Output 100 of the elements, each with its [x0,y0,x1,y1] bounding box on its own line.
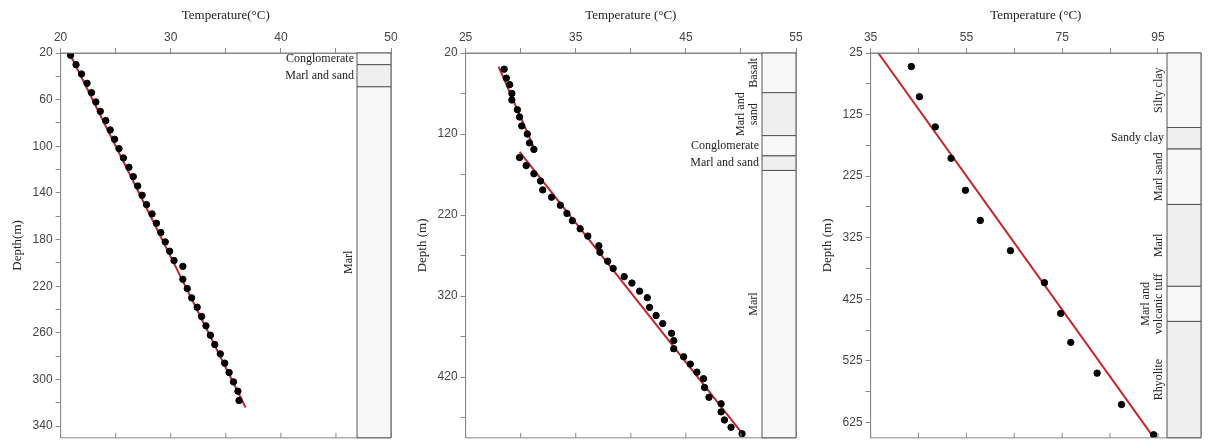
y-tick-label: 20 [444,45,458,60]
y-tick-label: 60 [39,91,53,106]
point [119,154,128,162]
point [202,322,210,330]
point [1006,246,1015,255]
point [717,408,725,416]
point [221,359,229,367]
point [515,113,524,121]
band-label: Marl and sand [285,67,354,82]
point [976,216,984,225]
y-tick-label: 225 [842,168,863,183]
band-label: Conglomerate [691,137,759,152]
point [596,248,604,256]
point [152,219,161,227]
x-tick-label: 55 [959,30,974,45]
point [211,340,219,349]
y-axis-title: Depth(m) [9,220,25,271]
band-label: Marl [341,249,356,274]
point [536,177,545,185]
point [72,60,80,69]
point [907,62,916,71]
point [193,303,201,311]
y-tick-label: 180 [32,231,53,246]
y-tick-label: 260 [32,325,53,340]
x-axis-title: Temperature (°C) [585,7,677,23]
x-tick-label: 95 [1151,30,1165,45]
point [652,311,660,320]
x-tick-label: 30 [164,30,178,45]
y-tick-label: 120 [437,126,458,141]
point [667,329,676,337]
point [635,287,644,295]
y-tick-label: 20 [39,45,53,60]
point [115,144,123,153]
y-axis-title: Depth (m) [819,218,835,273]
point [931,123,939,131]
band-label: Marl and sand [690,155,759,170]
y-tick-label: 125 [842,106,863,121]
point [502,74,511,82]
y-tick-label: 220 [437,207,458,222]
point [518,122,526,130]
point [738,430,746,438]
y-tick-label: 220 [32,278,53,293]
point [225,368,233,377]
point [92,98,100,106]
point [947,154,955,162]
y-tick-label: 425 [842,291,863,306]
point [547,193,556,201]
point [142,200,151,209]
point [525,139,534,147]
point [148,210,156,218]
point [187,294,196,302]
point [539,186,547,194]
point [620,272,628,281]
y-tick-label: 100 [32,138,53,153]
point [161,238,169,246]
point [106,126,114,134]
point [77,70,86,78]
x-axis-title: Temperature (°C) [990,7,1082,23]
point [522,161,530,170]
point [165,247,174,255]
point [157,228,165,237]
point [670,344,678,353]
band-label: Conglomerate [286,50,354,65]
point [179,275,187,283]
point [679,353,688,361]
y-tick-label: 320 [437,288,458,303]
point [229,378,238,386]
point [1057,309,1065,318]
x-tick-label: 50 [384,30,398,45]
point [693,368,701,376]
band-label: Rhyolite [1151,358,1166,401]
band-label: Marl and sand [733,92,761,136]
point [670,336,678,345]
y-axis-title: Depth (m) [414,218,430,273]
y-tick-label: 325 [842,230,863,245]
point [216,350,224,358]
y-tick-label: 25 [849,45,863,60]
y-tick-label: 140 [32,185,53,200]
point [1067,338,1075,347]
point [110,135,119,143]
point [206,331,215,339]
point [584,232,592,240]
point [530,170,538,178]
point [96,107,104,115]
point [508,89,516,98]
point [138,191,146,199]
point [66,53,75,60]
point [720,416,729,424]
x-tick-label: 45 [679,30,693,45]
point [515,153,524,162]
point [87,88,96,97]
y-tick-label: 340 [32,418,53,433]
x-tick-label: 35 [863,30,878,45]
point [563,209,571,218]
point [508,96,516,104]
x-tick-label: 55 [789,30,803,45]
point [505,80,514,89]
point [556,201,565,209]
x-tick-label: 25 [458,30,473,45]
band-label: Marl [1151,233,1166,258]
